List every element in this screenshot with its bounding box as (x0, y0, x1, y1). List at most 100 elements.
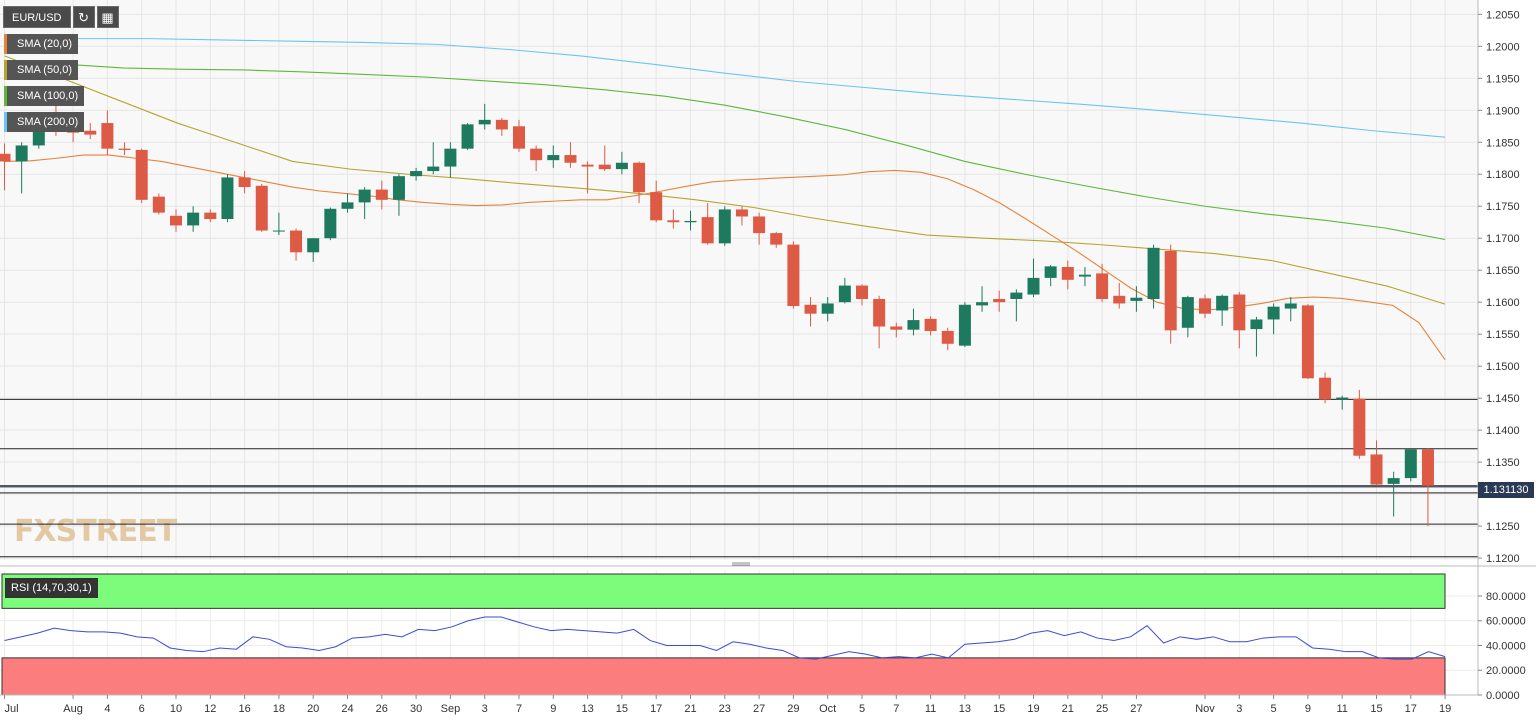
y-tick-label: 1.1600 (1486, 297, 1520, 309)
candle-body (324, 208, 337, 239)
x-tick-label: 16 (238, 703, 250, 715)
candle-body (152, 196, 165, 213)
symbol-label[interactable]: EUR/USD (3, 6, 71, 28)
y-tick-label: 1.1400 (1486, 425, 1520, 437)
candle-body (1061, 267, 1074, 280)
x-tick-label: 12 (204, 703, 216, 715)
candle-body (135, 149, 148, 200)
candle-body (1096, 273, 1109, 299)
x-tick-label: Aug (63, 703, 83, 715)
candle-body (633, 162, 646, 193)
indicator-sma-20[interactable]: SMA (20,0) (4, 34, 79, 54)
candle-body (701, 217, 714, 244)
reload-icon[interactable]: ↻ (72, 6, 95, 28)
y-tick-label: 1.1700 (1486, 233, 1520, 245)
candle-body (547, 155, 560, 161)
candle-body (821, 303, 834, 314)
y-tick-label: 1.1550 (1486, 329, 1520, 341)
indicator-sma-100[interactable]: SMA (100,0) (4, 86, 85, 106)
candle-body (15, 145, 28, 162)
x-tick-label: 10 (170, 703, 182, 715)
candle-body (1199, 298, 1211, 314)
x-tick-label: 7 (516, 703, 522, 715)
x-tick-label: 13 (581, 703, 593, 715)
candle-body (1370, 454, 1383, 485)
candle-body (204, 212, 217, 220)
sma-200-line (4, 38, 1446, 138)
candle-body (530, 148, 543, 161)
candle-body (564, 155, 577, 163)
candles (0, 103, 1434, 527)
candle-body (581, 164, 594, 167)
candle-body (513, 126, 525, 149)
candle-body (392, 176, 405, 200)
rsi-y-tick-label: 20.0000 (1486, 665, 1526, 677)
rsi-y-tick-label: 0.0000 (1486, 690, 1520, 702)
sma-50-line (4, 55, 1446, 305)
indicator-sma-200[interactable]: SMA (200,0) (4, 112, 85, 132)
sma-100-line (4, 59, 1446, 241)
rsi-overbought-zone (1, 573, 1446, 609)
rsi-y-tick-label: 60.0000 (1486, 616, 1526, 628)
y-tick-label: 1.1950 (1486, 73, 1520, 85)
fxstreet-watermark: FXSTREET (14, 514, 178, 549)
candle-body (753, 216, 766, 234)
calendar-icon[interactable]: ▦ (96, 6, 119, 28)
support-resistance-lines (0, 398, 1478, 558)
x-tick-label: 3 (482, 703, 488, 715)
x-tick-label: 17 (650, 703, 662, 715)
indicator-sma-50[interactable]: SMA (50,0) (4, 60, 79, 80)
candle-body (1130, 297, 1143, 301)
candle-body (890, 326, 903, 330)
y-tick-label: 1.1500 (1486, 361, 1520, 373)
candle-body (1164, 251, 1177, 331)
x-tick-label: 3 (1236, 703, 1242, 715)
candle-body (1233, 294, 1246, 331)
candle-body (1113, 295, 1126, 304)
x-tick-label: 27 (1130, 703, 1142, 715)
candle-body (101, 123, 114, 149)
candle-body (1250, 319, 1263, 330)
candle-body (255, 185, 268, 231)
candle-body (684, 220, 697, 223)
candle-body (358, 189, 371, 203)
x-tick-label: 25 (1096, 703, 1108, 715)
candle-body (1284, 303, 1297, 309)
candle-body (718, 209, 731, 244)
x-tick-label: 17 (1405, 703, 1417, 715)
candle-body (1267, 306, 1280, 320)
candle-body (187, 212, 200, 226)
candle-body (444, 148, 457, 167)
rsi-panel (0, 562, 1536, 696)
candle-body (873, 298, 886, 327)
y-tick-label: 1.1800 (1486, 169, 1520, 181)
x-tick-label: 27 (753, 703, 765, 715)
x-tick-label: 21 (1062, 703, 1074, 715)
y-tick-label: 1.1250 (1486, 521, 1520, 533)
candle-body (1353, 398, 1366, 456)
candle-body (341, 202, 354, 209)
x-tick-label: 7 (893, 703, 899, 715)
rsi-indicator-label[interactable]: RSI (14,70,30,1) (5, 578, 98, 598)
candle-body (1216, 295, 1229, 311)
rsi-line (4, 616, 1446, 660)
x-tick-label: 26 (376, 703, 388, 715)
candle-body (941, 330, 954, 344)
candle-body (1421, 449, 1434, 486)
y-tick-label: 1.1200 (1486, 553, 1520, 565)
y-tick-label: 1.1900 (1486, 105, 1520, 117)
main-plot-background (0, 0, 1478, 560)
candle-body (1044, 266, 1057, 278)
x-tick-label: 24 (341, 703, 353, 715)
candle-body (1336, 397, 1349, 400)
x-tick-label: Sep (441, 703, 461, 715)
x-tick-label: 15 (616, 703, 628, 715)
x-tick-label: 9 (1305, 703, 1311, 715)
y-tick-label: 1.1650 (1486, 265, 1520, 277)
x-tick-label: 15 (1370, 703, 1382, 715)
x-tick-label: 19 (1439, 703, 1451, 715)
axes: 1.2050 1.2000 1.1950 1.1900 1.1850 1.1800 1.17… (0, 0, 1526, 715)
main-grid: FXSTREET (0, 0, 1478, 560)
candle-body (238, 177, 251, 188)
